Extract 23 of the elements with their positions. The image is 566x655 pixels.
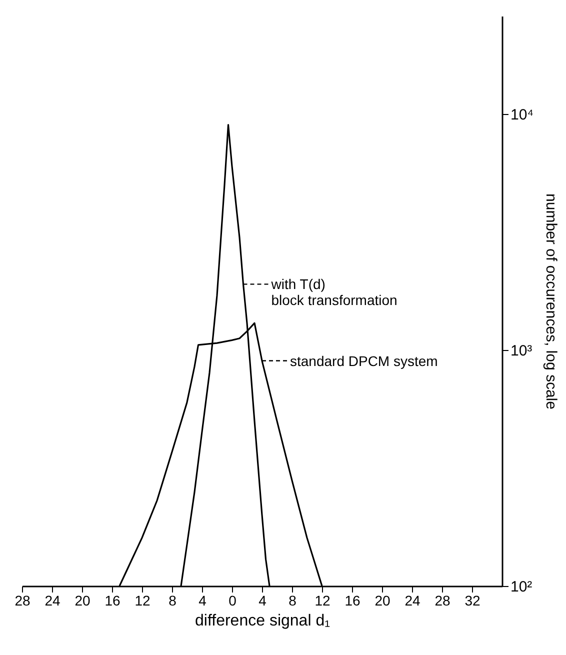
x-tick-label: 24	[44, 592, 60, 608]
x-tick-label: 20	[74, 592, 90, 608]
x-tick-label: 16	[344, 592, 360, 608]
y-tick-label: 10⁴	[510, 106, 534, 124]
x-tick-label: 12	[134, 592, 150, 608]
x-tick-label: 8	[288, 592, 297, 608]
y-axis-title: number of occurences, log scale	[542, 194, 560, 410]
x-tick-label: 24	[404, 592, 420, 608]
x-tick-label: 0	[228, 592, 237, 608]
x-tick-label: 4	[258, 592, 267, 608]
annotation: with T(d) block transformation	[270, 276, 398, 308]
x-axis-title: difference signal d₁	[195, 612, 330, 630]
x-tick-label: 12	[314, 592, 330, 608]
y-tick-label: 10²	[510, 578, 532, 596]
x-tick-label: 28	[434, 592, 450, 608]
x-tick-label: 32	[464, 592, 480, 608]
x-tick-label: 8	[168, 592, 177, 608]
x-tick-label: 4	[198, 592, 207, 608]
x-tick-label: 20	[374, 592, 390, 608]
annotation: standard DPCM system	[290, 352, 438, 369]
x-tick-label: 16	[104, 592, 120, 608]
y-tick-label: 10³	[510, 342, 532, 360]
x-tick-label: 28	[14, 592, 30, 608]
